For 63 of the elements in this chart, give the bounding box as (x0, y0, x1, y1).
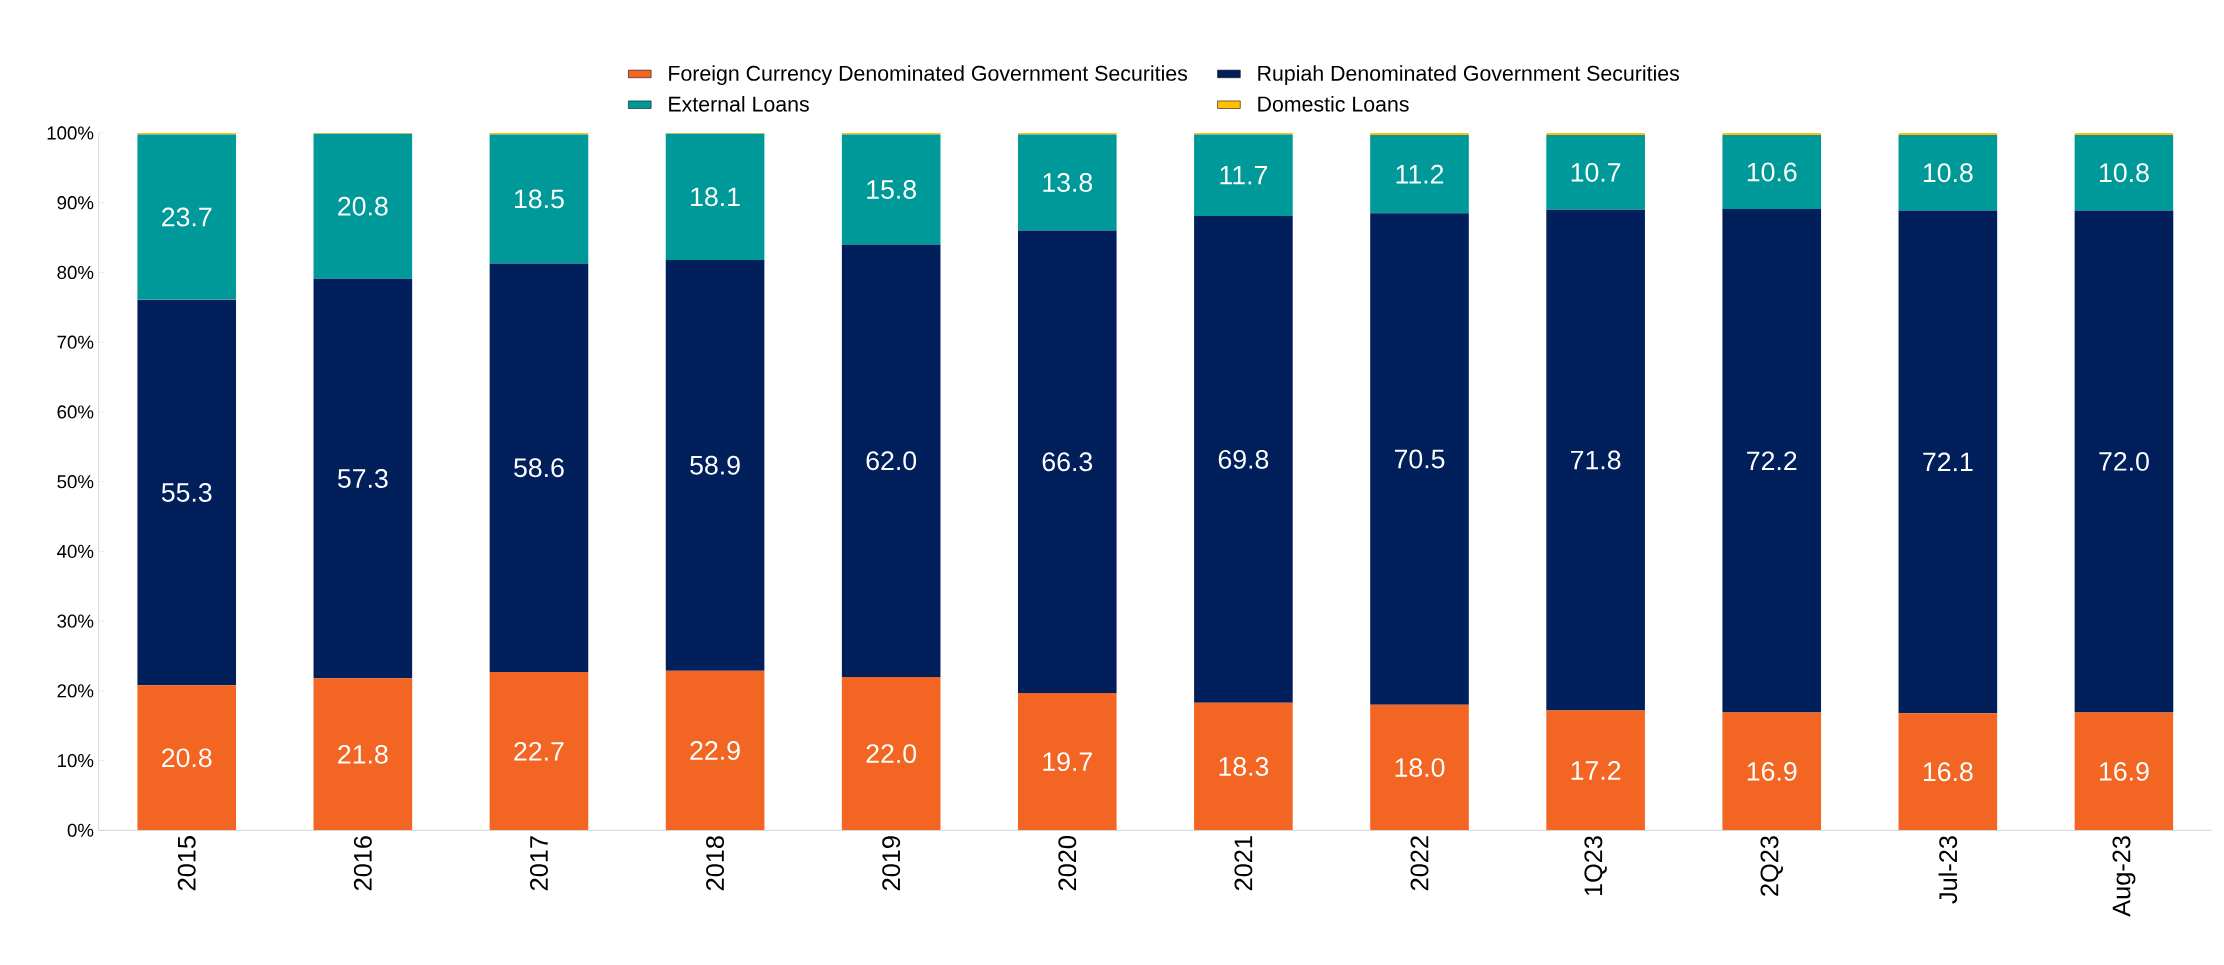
x-tick-label: 2019 (882, 836, 901, 891)
legend-label: Rupiah Denominated Government Securities (1258, 65, 1680, 86)
y-tick-label: 10% (58, 753, 94, 768)
x-tick-label: 2015 (177, 836, 196, 891)
data-label: 58.6 (514, 458, 564, 478)
data-label: 72.2 (1747, 451, 1797, 471)
y-tick-label: 60% (57, 405, 94, 419)
y-tick-label: 40% (57, 544, 94, 559)
data-label: 19.7 (1043, 752, 1092, 772)
data-label: 18.3 (1219, 757, 1269, 776)
legend-label: External Loans (669, 95, 809, 112)
data-label: 18.1 (691, 187, 740, 207)
data-label: 66.3 (1042, 452, 1093, 472)
x-tick-label: 2021 (1234, 836, 1253, 891)
y-tick-label: 80% (57, 265, 94, 280)
x-tick-label: Aug-23 (2112, 836, 2136, 917)
data-label: 18.0 (1395, 758, 1445, 777)
x-tick-label: 1Q23 (1584, 836, 1607, 896)
y-tick-label: 30% (57, 614, 94, 628)
data-label: 62.0 (866, 451, 917, 471)
data-label: 21.8 (338, 744, 388, 764)
data-label: 10.8 (1923, 163, 1973, 183)
data-label: 55.3 (161, 483, 212, 502)
y-tick-label: 70% (57, 335, 94, 349)
data-label: 57.3 (337, 469, 388, 488)
x-tick-label: 2017 (529, 836, 548, 891)
x-tick-label: 2020 (1058, 836, 1077, 891)
data-label: 16.8 (1923, 762, 1973, 782)
data-label: 10.6 (1747, 162, 1797, 182)
data-label: 13.8 (1043, 173, 1093, 192)
data-label: 72.0 (2099, 452, 2149, 471)
data-label: 15.8 (867, 180, 916, 199)
data-label: 72.1 (1923, 452, 1973, 472)
data-label: 10.7 (1571, 162, 1621, 182)
data-label: 16.9 (2100, 761, 2149, 781)
data-label: 22.9 (690, 741, 740, 760)
data-label: 18.5 (515, 189, 564, 209)
data-label: 16.9 (1747, 761, 1797, 781)
data-label: 11.2 (1396, 164, 1444, 184)
data-label: 11.7 (1220, 166, 1268, 185)
data-label: 17.2 (1571, 761, 1621, 780)
data-label: 20.8 (162, 748, 212, 768)
data-label: 71.8 (1571, 450, 1621, 470)
y-tick-label: 100% (47, 126, 94, 140)
y-tick-label: 90% (57, 196, 94, 210)
data-label: 23.7 (162, 207, 212, 227)
data-label: 22.7 (514, 741, 564, 761)
data-label: 22.0 (866, 744, 917, 764)
data-label: 58.9 (690, 455, 740, 475)
x-tick-label: 2022 (1410, 836, 1429, 891)
x-tick-label: 2018 (706, 836, 725, 891)
y-tick-label: 50% (57, 475, 94, 489)
y-tick-label: 20% (57, 684, 94, 698)
x-tick-label: Jul-23 (1938, 836, 1958, 904)
x-tick-label: 2Q23 (1760, 836, 1783, 896)
data-label: 70.5 (1394, 449, 1445, 469)
data-label: 10.8 (2100, 163, 2149, 183)
data-label: 20.8 (338, 196, 388, 216)
legend-label: Foreign Currency Denominated Government Securities (669, 65, 1188, 86)
legend-label: Domestic Loans (1258, 95, 1409, 112)
y-tick-label: 0% (67, 823, 94, 837)
data-label: 69.8 (1218, 449, 1269, 469)
x-tick-label: 2016 (353, 836, 372, 891)
